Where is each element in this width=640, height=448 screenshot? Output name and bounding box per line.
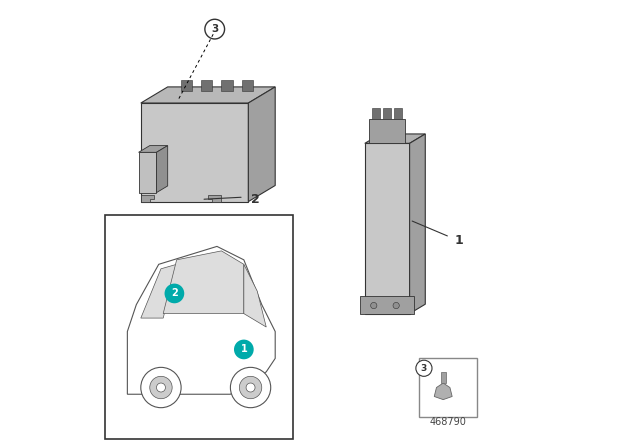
Circle shape — [150, 376, 172, 399]
Text: 2: 2 — [171, 289, 178, 298]
Polygon shape — [383, 108, 391, 119]
Polygon shape — [369, 119, 405, 143]
Circle shape — [205, 19, 225, 39]
Circle shape — [246, 383, 255, 392]
Polygon shape — [139, 146, 168, 152]
Polygon shape — [139, 152, 157, 193]
Polygon shape — [248, 87, 275, 202]
Circle shape — [371, 302, 377, 309]
Polygon shape — [394, 108, 402, 119]
FancyBboxPatch shape — [441, 372, 446, 383]
Polygon shape — [141, 103, 248, 202]
Polygon shape — [242, 80, 253, 91]
Circle shape — [234, 340, 253, 359]
Polygon shape — [181, 80, 192, 91]
Polygon shape — [244, 264, 266, 327]
FancyBboxPatch shape — [105, 215, 293, 439]
Text: 3: 3 — [421, 364, 427, 373]
Circle shape — [416, 360, 432, 376]
Polygon shape — [127, 246, 275, 394]
Text: 1: 1 — [241, 345, 247, 354]
Polygon shape — [365, 143, 410, 314]
Polygon shape — [410, 134, 425, 314]
Circle shape — [239, 376, 262, 399]
Text: 2: 2 — [251, 193, 259, 206]
Polygon shape — [141, 264, 177, 318]
Polygon shape — [208, 195, 221, 202]
Text: 468790: 468790 — [429, 417, 466, 427]
FancyBboxPatch shape — [419, 358, 477, 417]
Polygon shape — [141, 195, 154, 202]
Polygon shape — [163, 251, 244, 314]
Text: 1: 1 — [454, 234, 463, 247]
Text: 3: 3 — [211, 24, 218, 34]
Circle shape — [393, 302, 399, 309]
Polygon shape — [365, 134, 425, 143]
Polygon shape — [221, 80, 233, 91]
Circle shape — [164, 284, 184, 303]
Circle shape — [230, 367, 271, 408]
Circle shape — [141, 367, 181, 408]
Polygon shape — [202, 80, 212, 91]
Polygon shape — [157, 146, 168, 193]
Polygon shape — [360, 296, 414, 314]
Polygon shape — [371, 108, 380, 119]
Polygon shape — [141, 87, 275, 103]
Polygon shape — [435, 383, 452, 400]
Circle shape — [157, 383, 165, 392]
